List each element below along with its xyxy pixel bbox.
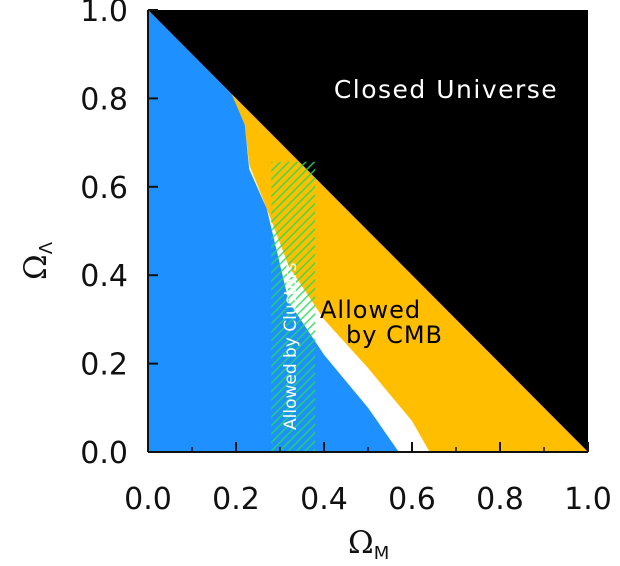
closed-universe-label: Closed Universe [334,75,558,104]
x-tick-label: 0.4 [300,482,348,517]
y-tick-label: 1.0 [80,0,128,29]
y-tick-label: 0.8 [80,82,128,117]
axes: 0.0 0.2 0.4 0.6 0.8 1.0 0.0 0.2 0.4 0.6 0.8 1.0 [80,0,612,517]
x-tick-label: 0.6 [388,482,436,517]
y-tick-label: 0.4 [80,259,128,294]
x-tick-label: 1.0 [564,482,612,517]
x-tick-label: 0.0 [124,482,172,517]
cmb-label-line2: by CMB [346,321,443,349]
y-axis-label: ΩΛ [18,241,57,280]
region-cmb-yellow [231,93,588,452]
y-tick-label: 0.2 [80,348,128,383]
clusters-band [271,161,316,452]
x-axis-label: ΩM [348,525,389,564]
x-tick-label: 0.8 [476,482,524,517]
y-tick-label: 0.6 [80,171,128,206]
cmb-label-line1: Allowed [320,296,421,324]
clusters-label: Allowed by Clusters [281,262,301,430]
y-tick-label: 0.0 [80,436,128,471]
x-tick-label: 0.2 [212,482,260,517]
region-open-blue [148,10,399,452]
regions-layer [148,10,588,453]
